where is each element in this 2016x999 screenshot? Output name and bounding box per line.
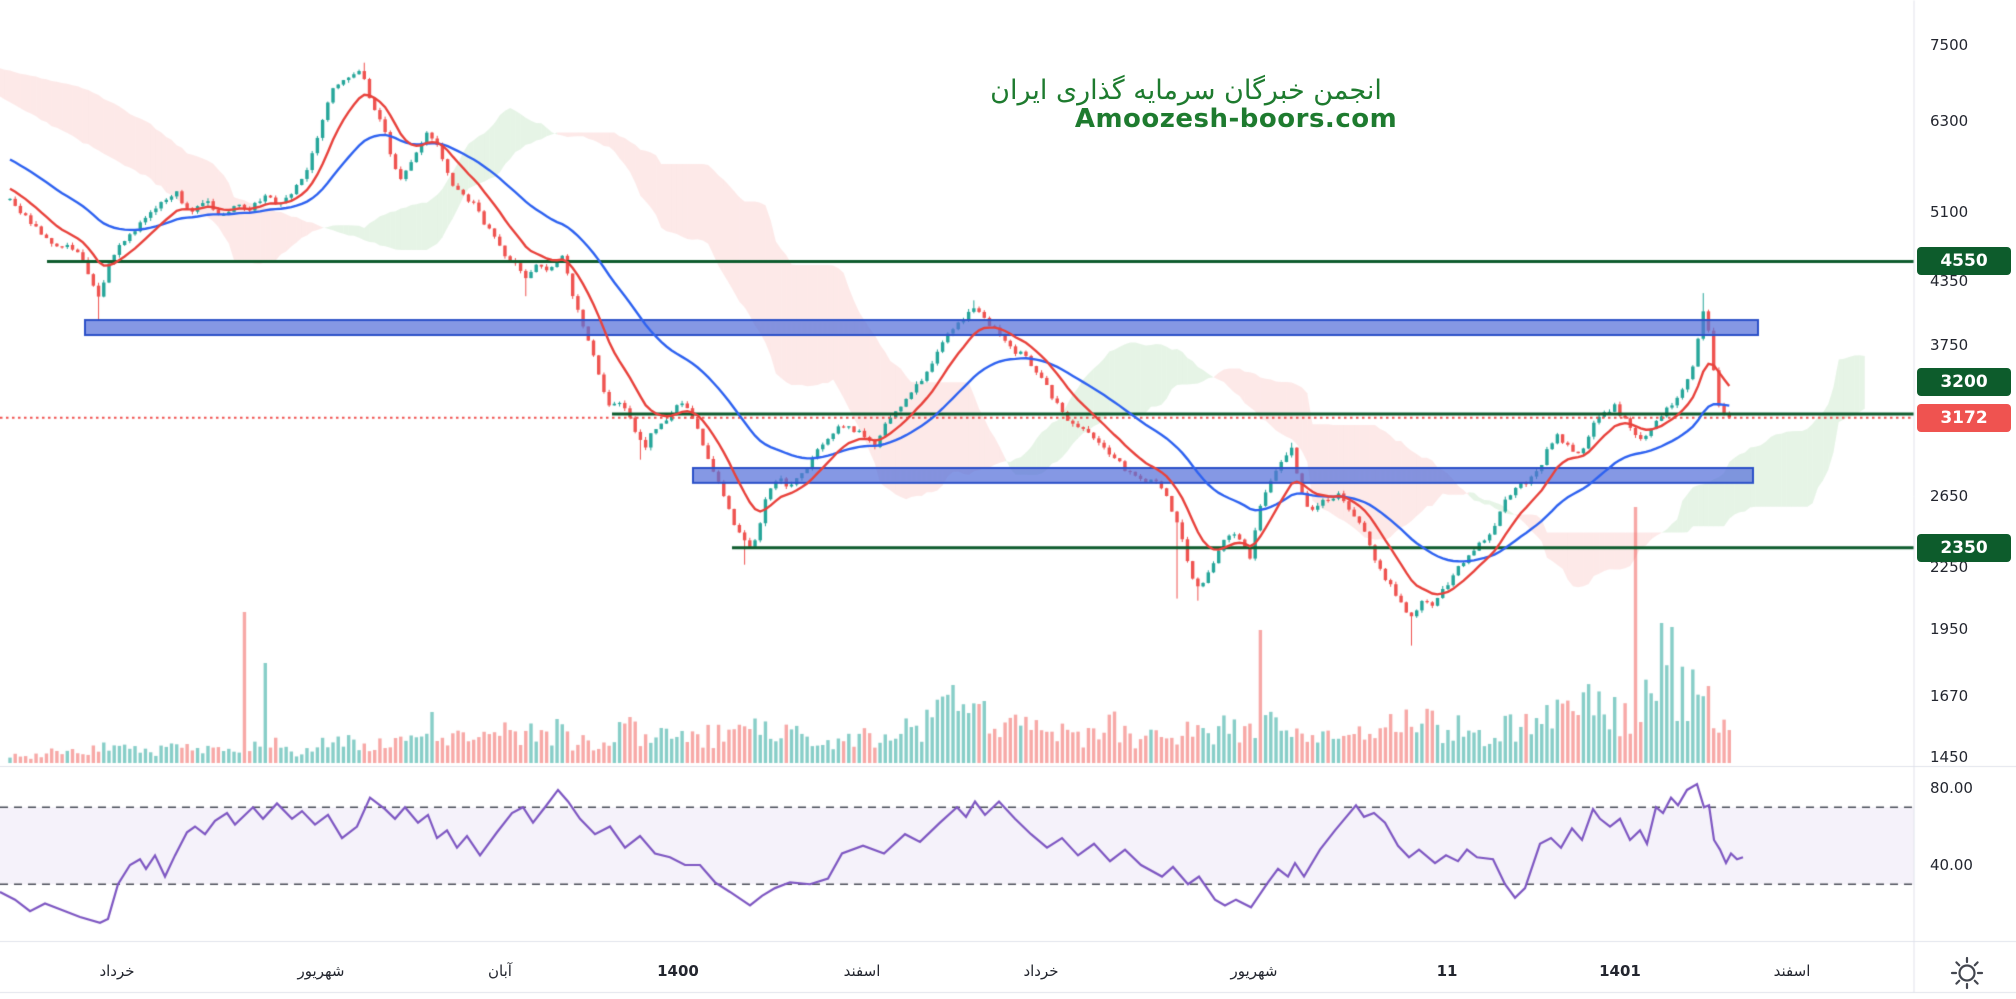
price-axis-tick: 2650 [1930,486,1969,505]
gear-icon-ray [1955,961,1961,967]
rsi-axis-tick: 80.00 [1930,779,1973,797]
gear-icon-ray [1973,961,1979,967]
time-axis-label: خرداد [99,962,135,980]
time-axis-label: شهریور [297,962,345,980]
time-axis-label: 1400 [657,962,699,980]
level-price-label: 4550 [1917,247,2011,275]
gear-icon-ray [1973,979,1979,985]
price-axis-tick: 3750 [1930,336,1969,355]
time-axis-label: 1401 [1599,962,1641,980]
price-axis-tick: 6300 [1930,111,1969,130]
price-axis-tick: 5100 [1930,203,1969,222]
time-axis-label: 11 [1436,962,1458,980]
price-axis-tick: 1450 [1930,747,1969,766]
price-axis-tick: 1950 [1930,619,1969,638]
price-axis-tick: 1670 [1930,686,1969,705]
gear-icon-circle [1958,964,1976,982]
time-axis-label: اسفند [843,962,881,980]
rsi-axis-tick: 40.00 [1930,856,1973,874]
price-axis-tick: 2250 [1930,557,1969,576]
watermark-persian-title: انجمن خبرگان سرمایه گذاری ایران [990,75,1382,106]
time-axis-label: آبان [488,962,512,980]
level-price-label: 3200 [1917,368,2011,396]
price-axis-tick: 4350 [1930,272,1969,290]
price-axis-tick: 7500 [1930,35,1969,54]
time-axis-label: شهریور [1230,962,1278,980]
watermark-website: Amoozesh-boors.com [1074,104,1398,134]
gear-icon-ray [1955,979,1961,985]
level-price-label: 2350 [1917,534,2011,562]
time-axis-label: اسفند [1773,962,1811,980]
current-price-label: 3172 [1917,404,2011,432]
time-axis-settings-icon[interactable] [1948,954,1986,992]
time-axis-label: خرداد [1023,962,1059,980]
